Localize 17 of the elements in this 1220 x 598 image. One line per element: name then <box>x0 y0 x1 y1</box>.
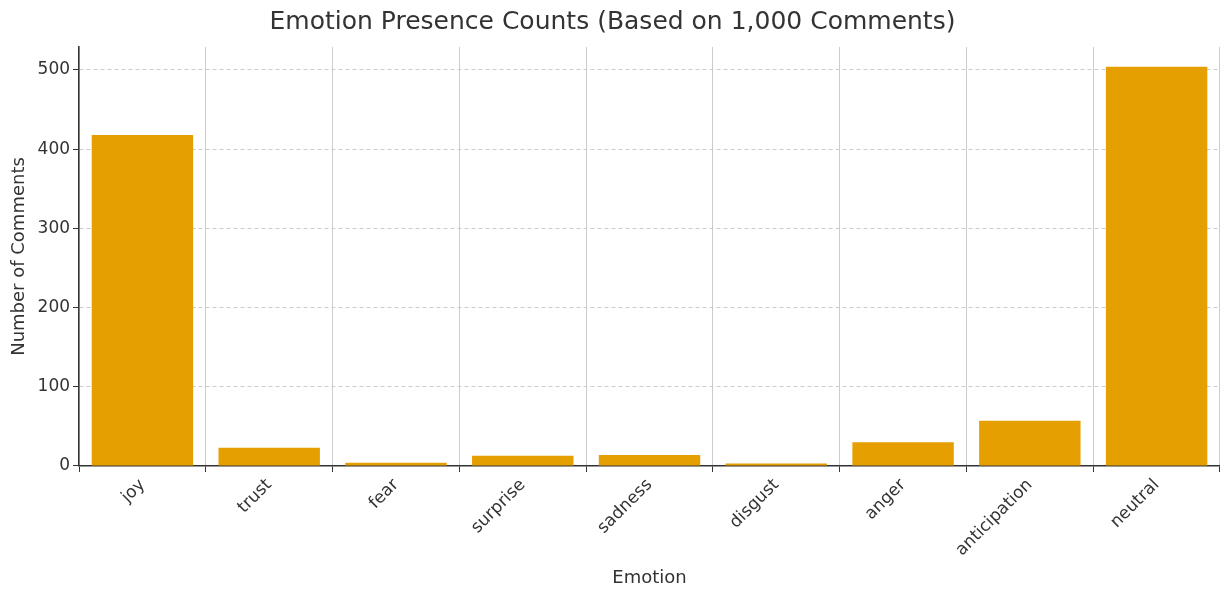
bar <box>1105 66 1208 466</box>
y-tick-label: 100 <box>37 375 71 396</box>
chart-title: Emotion Presence Counts (Based on 1,000 Comments) <box>269 5 956 35</box>
y-axis-title: Number of Comments <box>7 157 29 356</box>
bar <box>598 454 701 466</box>
bar <box>91 134 194 466</box>
x-axis-title: Emotion <box>612 565 687 587</box>
y-tick-label: 400 <box>37 137 71 158</box>
bar <box>472 455 574 466</box>
x-tick-label: joy <box>115 473 149 507</box>
y-tick-label: 200 <box>37 295 71 316</box>
bar <box>979 420 1081 466</box>
y-tick-label: 300 <box>37 216 71 237</box>
bar <box>218 447 320 466</box>
bar <box>852 442 954 466</box>
y-tick-label: 500 <box>37 58 71 79</box>
y-tick-label: 0 <box>59 454 71 475</box>
